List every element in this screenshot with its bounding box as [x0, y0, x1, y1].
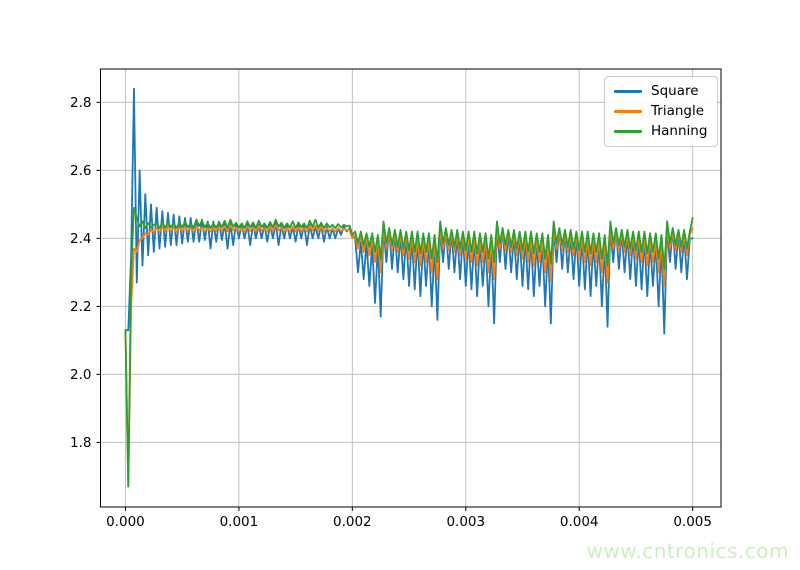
legend-item-hanning: Hanning [614, 124, 707, 139]
legend-line-square-icon [614, 90, 642, 93]
legend-item-triangle: Triangle [614, 104, 707, 119]
y-tick-label: 1.8 [70, 435, 91, 451]
y-tick-label: 2.0 [70, 367, 91, 383]
x-tick-label: 0.002 [333, 514, 372, 530]
y-tick-label: 2.4 [70, 231, 91, 247]
x-tick-label: 0.001 [220, 514, 259, 530]
y-tick-label: 2.2 [70, 299, 91, 315]
legend-line-triangle-icon [614, 110, 642, 113]
watermark-text: www.cntronics.com [586, 539, 789, 563]
x-tick-label: 0.003 [446, 514, 485, 530]
legend-label-hanning: Hanning [651, 123, 708, 139]
legend-box: Square Triangle Hanning [604, 76, 719, 147]
x-tick-label: 0.005 [673, 514, 712, 530]
x-tick-label: 0.004 [560, 514, 599, 530]
legend-label-square: Square [651, 83, 699, 99]
x-tick-label: 0.000 [106, 514, 145, 530]
series-line-triangle [124, 224, 694, 488]
legend-label-triangle: Triangle [651, 103, 705, 119]
legend-line-hanning-icon [614, 130, 642, 133]
legend-item-square: Square [614, 84, 707, 99]
series-line-hanning [124, 206, 694, 488]
y-tick-label: 2.6 [70, 163, 91, 179]
y-tick-label: 2.8 [70, 95, 91, 111]
axes-spines [100, 68, 722, 508]
